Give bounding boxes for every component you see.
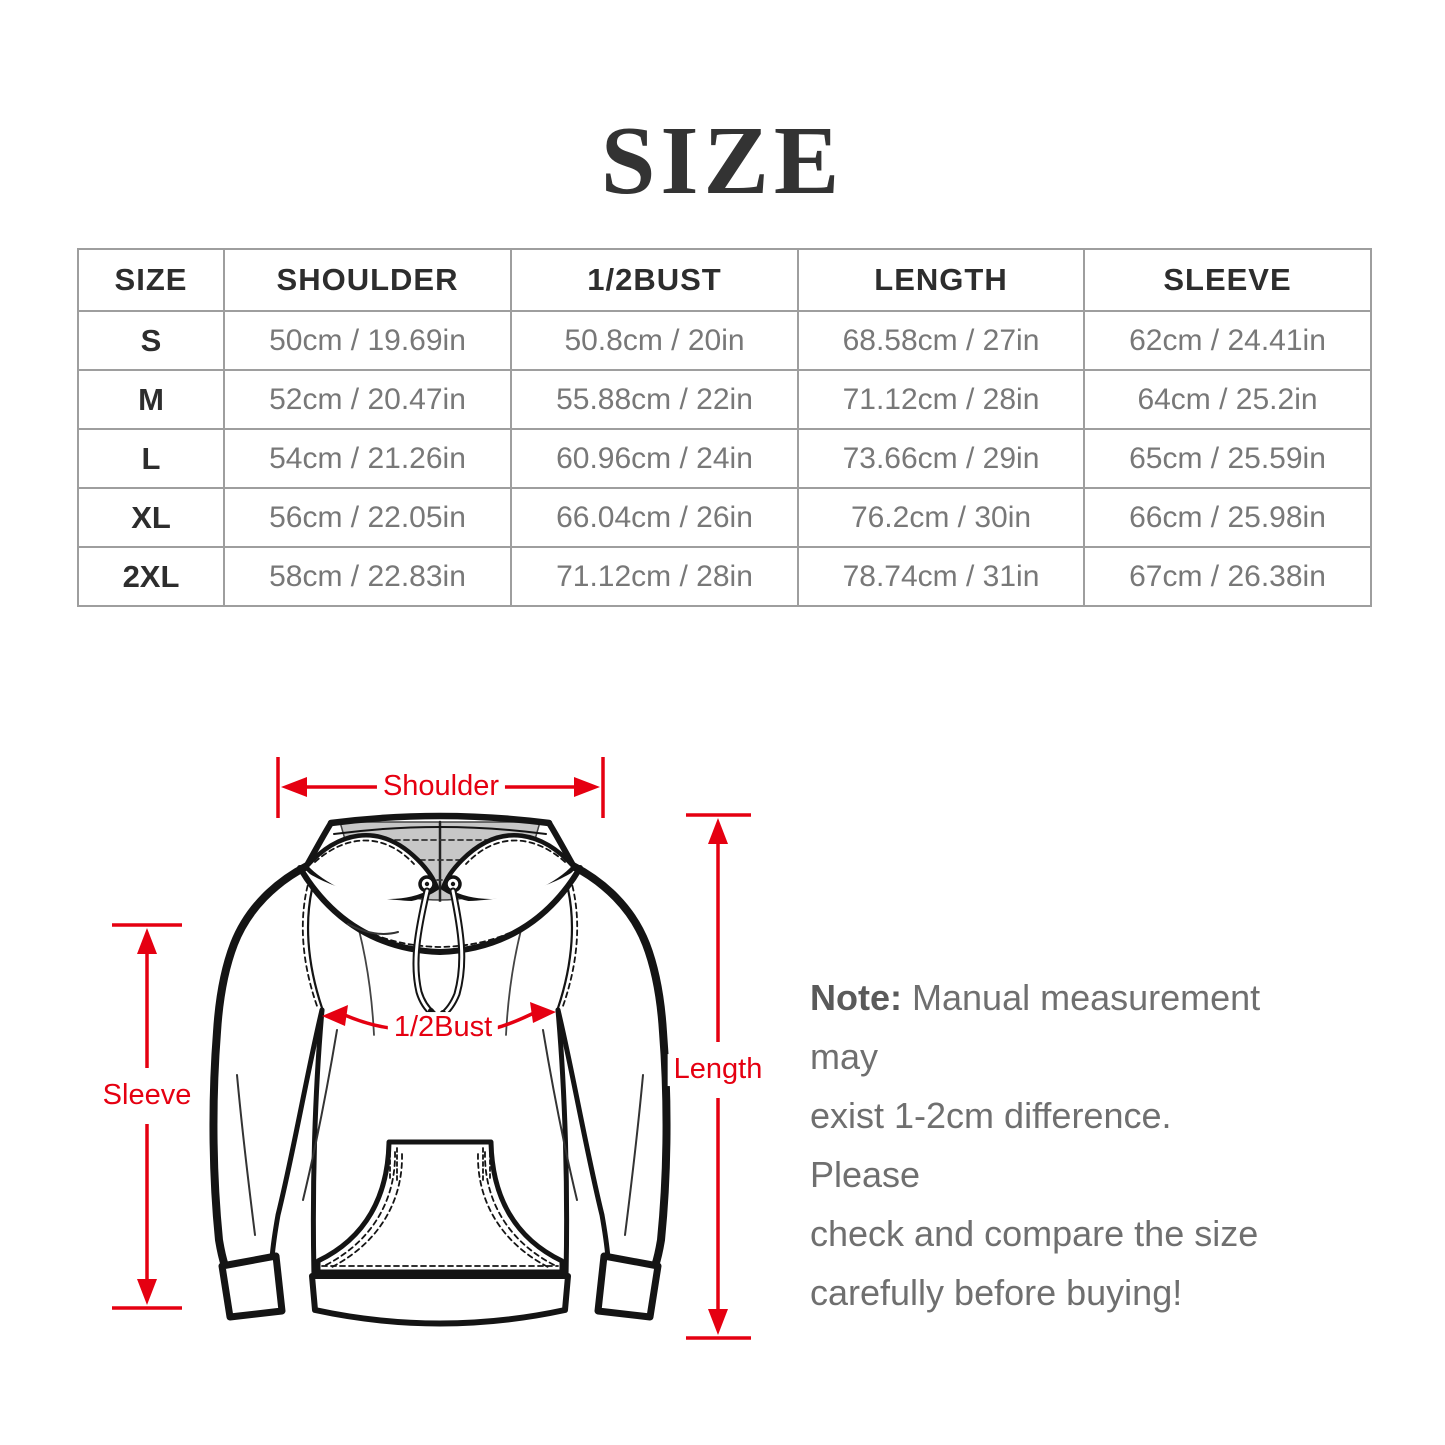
cell-shoulder: 52cm / 20.47in: [223, 369, 512, 430]
page-title: SIZE: [600, 107, 845, 215]
cell-size: M: [77, 369, 225, 430]
measurement-note: Note: Manual measurement may exist 1-2cm…: [810, 968, 1290, 1322]
cell-sleeve: 65cm / 25.59in: [1083, 428, 1372, 489]
cell-sleeve: 67cm / 26.38in: [1083, 546, 1372, 607]
cell-length: 73.66cm / 29in: [797, 428, 1085, 489]
cell-sleeve: 62cm / 24.41in: [1083, 310, 1372, 371]
cell-shoulder: 50cm / 19.69in: [223, 310, 512, 371]
cell-bust: 60.96cm / 24in: [510, 428, 799, 489]
note-line: carefully before buying!: [810, 1272, 1183, 1313]
sleeve-arrow: [112, 923, 182, 1310]
hoodie-pocket: [315, 1139, 565, 1275]
note-line: Note: Manual measurement may: [810, 977, 1261, 1077]
table-row: M 52cm / 20.47in 55.88cm / 22in 71.12cm …: [77, 369, 1372, 430]
sleeve-label: Sleeve: [96, 1079, 198, 1112]
length-label: Length: [667, 1053, 769, 1086]
note-label: Note:: [810, 977, 902, 1018]
cell-bust: 50.8cm / 20in: [510, 310, 799, 371]
table-header-row: SIZE SHOULDER 1/2BUST LENGTH SLEEVE: [77, 248, 1372, 312]
hoodie-body: [209, 862, 671, 1327]
table-row: 2XL 58cm / 22.83in 71.12cm / 28in 78.74c…: [77, 546, 1372, 607]
header-bust: 1/2BUST: [510, 248, 799, 312]
size-table: SIZE SHOULDER 1/2BUST LENGTH SLEEVE S 50…: [77, 248, 1372, 607]
cell-sleeve: 64cm / 25.2in: [1083, 369, 1372, 430]
cell-length: 78.74cm / 31in: [797, 546, 1085, 607]
cell-length: 68.58cm / 27in: [797, 310, 1085, 371]
table-row: L 54cm / 21.26in 60.96cm / 24in 73.66cm …: [77, 428, 1372, 489]
bust-label: 1/2Bust: [387, 1011, 499, 1044]
cell-length: 71.12cm / 28in: [797, 369, 1085, 430]
shoulder-label: Shoulder: [376, 770, 506, 803]
cell-sleeve: 66cm / 25.98in: [1083, 487, 1372, 548]
cell-length: 76.2cm / 30in: [797, 487, 1085, 548]
table-row: XL 56cm / 22.05in 66.04cm / 26in 76.2cm …: [77, 487, 1372, 548]
header-size: SIZE: [77, 248, 225, 312]
shoulder-arrow: [276, 757, 605, 818]
cell-shoulder: 54cm / 21.26in: [223, 428, 512, 489]
cell-size: XL: [77, 487, 225, 548]
length-arrow: [686, 813, 751, 1340]
header-sleeve: SLEEVE: [1083, 248, 1372, 312]
cell-size: S: [77, 310, 225, 371]
cell-size: 2XL: [77, 546, 225, 607]
cell-bust: 71.12cm / 28in: [510, 546, 799, 607]
note-line: check and compare the size: [810, 1213, 1259, 1254]
note-line: exist 1-2cm difference. Please: [810, 1095, 1172, 1195]
cell-shoulder: 58cm / 22.83in: [223, 546, 512, 607]
cell-bust: 66.04cm / 26in: [510, 487, 799, 548]
cell-shoulder: 56cm / 22.05in: [223, 487, 512, 548]
header-length: LENGTH: [797, 248, 1085, 312]
hoodie-hood: [297, 812, 583, 1025]
cell-bust: 55.88cm / 22in: [510, 369, 799, 430]
header-shoulder: SHOULDER: [223, 248, 512, 312]
cell-size: L: [77, 428, 225, 489]
table-row: S 50cm / 19.69in 50.8cm / 20in 68.58cm /…: [77, 310, 1372, 371]
bust-arrow: [322, 1002, 556, 1030]
